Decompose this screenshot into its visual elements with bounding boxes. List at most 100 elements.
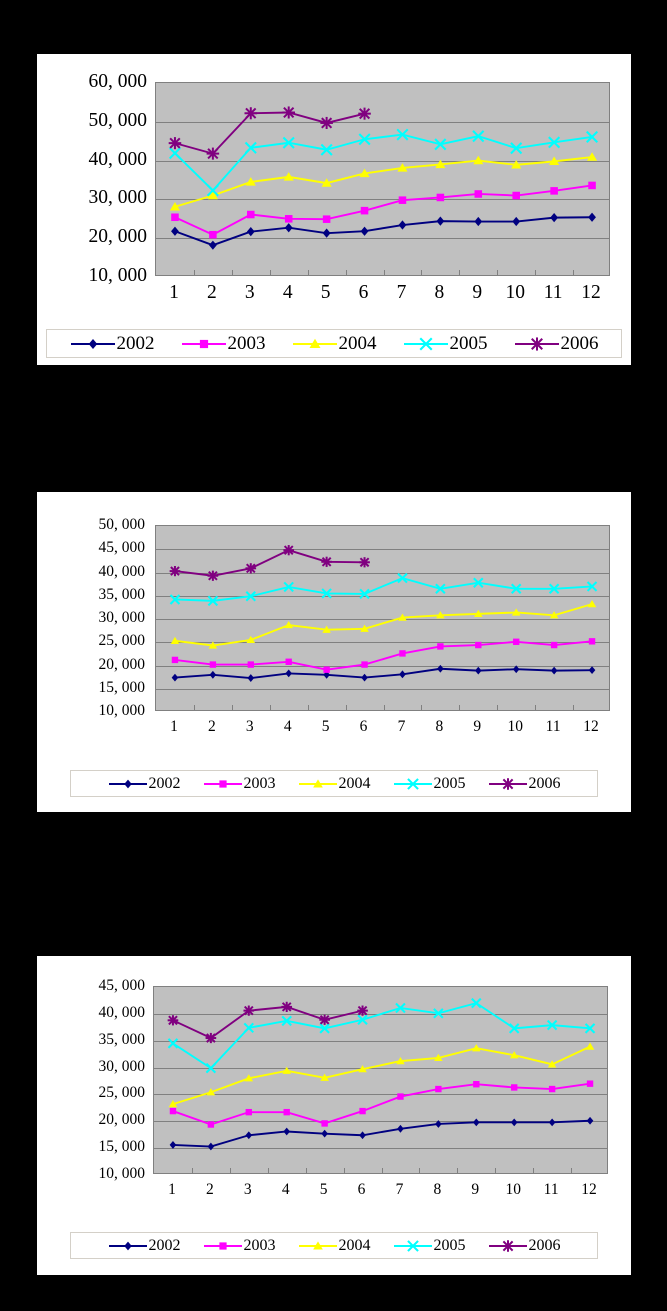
y-tick-label: 40, 000	[88, 148, 148, 170]
x-tick-label: 12	[581, 1181, 597, 1198]
data-point-2003	[359, 1107, 366, 1115]
gridline	[156, 596, 609, 597]
x-tick-mark	[306, 1168, 307, 1173]
data-point-2005	[283, 581, 294, 593]
data-point-2003	[321, 1120, 328, 1127]
x-tick-mark	[533, 1168, 534, 1173]
data-point-2004	[586, 152, 598, 161]
legend-item-2006[interactable]: 2006	[488, 775, 561, 793]
data-point-2004	[358, 1065, 367, 1073]
x-tick-mark	[535, 705, 536, 710]
data-point-2002	[246, 227, 255, 237]
legend-item-2005[interactable]: 2005	[403, 333, 488, 355]
legend-marker-triangle-icon	[292, 338, 337, 348]
legend-item-2003[interactable]: 2003	[203, 1237, 276, 1255]
legend-item-2003[interactable]: 2003	[181, 333, 266, 355]
y-tick-label: 15, 000	[98, 1138, 146, 1156]
data-point-2002	[399, 670, 406, 679]
series-line-2004	[172, 1045, 591, 1106]
y-axis-labels-1: 60, 000 50, 000 40, 000 30, 000 20, 000 10, 0…	[37, 54, 148, 365]
x-axis-labels-3: 1 2 3 4 5 6 7 8 9 10 11 12	[153, 1181, 608, 1209]
legend-item-2005[interactable]: 2005	[393, 1237, 466, 1255]
x-tick-mark	[384, 270, 385, 275]
legend-item-2004[interactable]: 2004	[298, 1237, 371, 1255]
data-point-2002	[588, 212, 596, 222]
data-point-2006	[281, 1001, 293, 1012]
data-point-2004	[321, 178, 332, 187]
x-tick-label: 10	[505, 1181, 521, 1198]
data-point-2003	[169, 1107, 177, 1115]
x-tick-label: 7	[397, 718, 406, 735]
data-point-2002	[283, 1127, 291, 1136]
data-point-2002	[207, 1142, 215, 1151]
legend-label: 2003	[243, 774, 276, 792]
x-axis-labels-2: 1 2 3 4 5 6 7 8 9 10 11 12	[155, 718, 610, 746]
data-point-2005	[357, 1014, 368, 1025]
data-point-2003	[550, 641, 558, 649]
legend-item-2002[interactable]: 2002	[108, 1237, 181, 1255]
data-point-2003	[171, 656, 179, 664]
legend-item-2002[interactable]: 2002	[70, 333, 155, 355]
data-point-2002	[510, 1118, 518, 1127]
line-chart-1: 60, 000 50, 000 40, 000 30, 000 20, 000 10, 0…	[37, 54, 631, 365]
data-point-2002	[550, 213, 559, 223]
x-tick-mark	[495, 1168, 496, 1173]
gridline	[156, 689, 609, 690]
legend-item-2004[interactable]: 2004	[292, 333, 377, 355]
x-tick-mark	[573, 705, 574, 710]
data-point-2003	[474, 190, 483, 198]
y-tick-label: 30, 000	[88, 187, 148, 209]
gridline	[156, 619, 609, 620]
data-point-2004	[474, 609, 483, 618]
data-point-2004	[322, 625, 331, 633]
data-point-2005	[396, 128, 409, 141]
y-tick-label: 45, 000	[98, 977, 146, 994]
data-point-2005	[358, 133, 371, 146]
data-point-2002	[321, 1129, 328, 1138]
gridline	[156, 549, 609, 550]
data-point-2002	[437, 664, 444, 673]
x-tick-label: 5	[320, 282, 331, 303]
legend-item-2006[interactable]: 2006	[488, 1237, 561, 1255]
legend-marker-triangle-icon	[298, 1240, 337, 1250]
x-tick-mark	[457, 1168, 458, 1173]
data-point-2004	[549, 611, 559, 619]
data-point-2005	[548, 136, 561, 149]
legend-marker-cross-icon	[393, 1239, 432, 1252]
legend-item-2005[interactable]: 2005	[393, 775, 466, 793]
y-tick-label: 60, 000	[88, 71, 148, 92]
x-tick-mark	[230, 1168, 231, 1173]
data-point-2003	[285, 658, 292, 665]
data-point-2003	[511, 1084, 518, 1091]
x-tick-mark	[382, 1168, 383, 1173]
legend-2: 2002 2003 2004 2005 2006	[70, 770, 598, 797]
y-axis-labels-2: 50, 000 45, 000 40, 000 35, 000 30, 000 25, 0…	[37, 492, 146, 812]
data-point-2004	[170, 636, 180, 644]
data-point-2003	[209, 230, 217, 239]
x-tick-mark	[308, 270, 309, 275]
data-point-2004	[360, 624, 369, 632]
data-point-2002	[208, 240, 217, 250]
y-tick-label: 30, 000	[98, 609, 146, 626]
x-tick-label: 11	[543, 282, 563, 303]
data-point-2003	[360, 206, 369, 215]
x-tick-label: 11	[545, 718, 561, 735]
data-point-2004	[396, 1057, 405, 1065]
x-tick-mark	[535, 270, 536, 275]
data-point-2005	[435, 583, 446, 595]
legend-item-2004[interactable]: 2004	[298, 775, 371, 793]
data-point-2006	[320, 116, 333, 130]
data-point-2004	[397, 163, 408, 172]
data-point-2004	[283, 172, 294, 181]
data-point-2003	[475, 641, 482, 649]
series-line-2003	[174, 640, 593, 671]
legend-label: 2004	[338, 774, 371, 792]
data-point-2002	[171, 226, 179, 236]
legend-item-2006[interactable]: 2006	[514, 333, 599, 355]
data-point-2003	[399, 650, 406, 657]
data-point-2002	[245, 1131, 253, 1140]
legend-item-2003[interactable]: 2003	[203, 775, 276, 793]
line-chart-3: 45, 000 40, 000 35, 000 30, 000 25, 000 20, 0…	[37, 956, 631, 1275]
data-point-2004	[359, 168, 370, 178]
legend-item-2002[interactable]: 2002	[108, 775, 181, 793]
